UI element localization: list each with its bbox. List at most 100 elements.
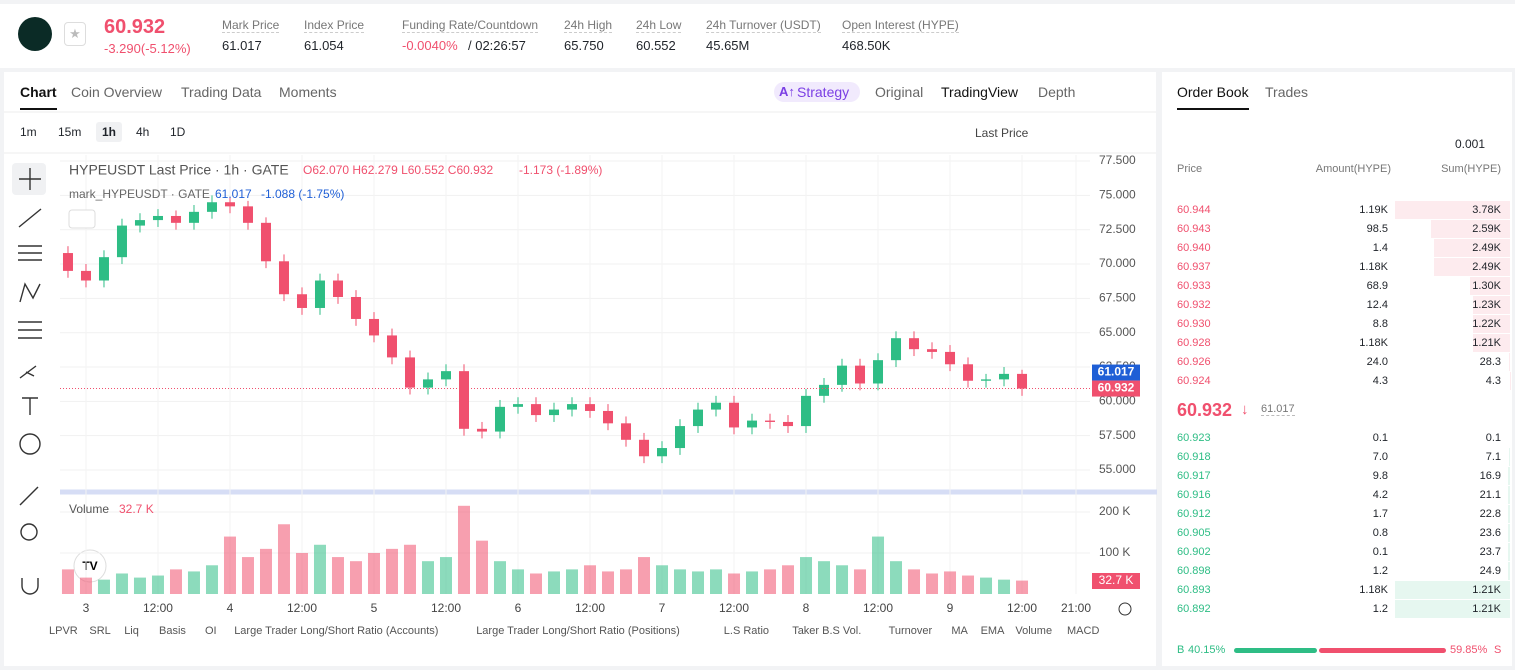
ob-price[interactable]: 60.902 xyxy=(1177,546,1211,558)
volume-bar xyxy=(692,571,705,594)
ob-sum: 2.49K xyxy=(1472,242,1501,254)
ob-price[interactable]: 60.940 xyxy=(1177,242,1211,254)
interval[interactable]: 1D xyxy=(170,125,186,139)
view-option[interactable]: TradingView xyxy=(941,84,1019,100)
indicator[interactable]: Volume xyxy=(1015,625,1053,637)
ob-price[interactable]: 60.943 xyxy=(1177,223,1211,235)
ob-amount: 0.1 xyxy=(1372,432,1388,444)
candle-body xyxy=(891,338,902,361)
volume-bar xyxy=(565,569,578,594)
candle-body xyxy=(729,402,740,428)
interval[interactable]: 4h xyxy=(136,125,150,139)
volume-bar xyxy=(133,577,146,594)
volume-bar xyxy=(385,548,398,594)
ob-amount: 7.0 xyxy=(1372,451,1388,463)
view-option[interactable]: Depth xyxy=(1038,84,1076,100)
stat-label: 24h Turnover (USDT) xyxy=(706,18,821,33)
candle-body xyxy=(98,257,109,281)
ob-price[interactable]: 60.918 xyxy=(1177,451,1211,463)
indicator[interactable]: Taker B.S Vol. xyxy=(792,625,862,637)
ob-price[interactable]: 60.933 xyxy=(1177,280,1211,292)
ob-price[interactable]: 60.924 xyxy=(1177,375,1211,387)
volume-bar xyxy=(980,577,993,594)
indicator[interactable]: EMA xyxy=(980,625,1005,637)
ob-price[interactable]: 60.928 xyxy=(1177,337,1211,349)
candle-body xyxy=(368,318,379,336)
indicator[interactable]: Large Trader Long/Short Ratio (Accounts) xyxy=(234,625,439,637)
indicator[interactable]: Basis xyxy=(159,625,186,637)
candle-body xyxy=(494,406,505,432)
ob-sum: 1.22K xyxy=(1472,318,1501,330)
collapse-button[interactable] xyxy=(68,209,96,229)
volume-bar xyxy=(349,561,362,594)
indicator[interactable]: Large Trader Long/Short Ratio (Positions… xyxy=(476,625,680,637)
view-option[interactable]: Strategy xyxy=(797,84,850,100)
interval[interactable]: 15m xyxy=(58,125,82,139)
volume-bar xyxy=(962,575,975,594)
coin-logo xyxy=(18,17,52,51)
drawing-tools[interactable] xyxy=(18,168,42,595)
indicator[interactable]: L.S Ratio xyxy=(723,625,770,637)
candle-body xyxy=(386,335,397,358)
ob-sum: 1.21K xyxy=(1472,337,1501,349)
ob-price[interactable]: 60.930 xyxy=(1177,318,1211,330)
ob-price[interactable]: 60.905 xyxy=(1177,527,1211,539)
ob-price[interactable]: 60.912 xyxy=(1177,508,1211,520)
stat-label: Open Interest (HYPE) xyxy=(842,18,959,33)
volume-bar xyxy=(944,571,957,594)
y-tick-label: 75.000 xyxy=(1099,188,1136,202)
candle-body xyxy=(206,202,217,212)
ob-price[interactable]: 60.926 xyxy=(1177,356,1211,368)
candle-body xyxy=(224,202,235,207)
price-change: -3.290(-5.12%) xyxy=(104,41,191,56)
stat-value: 65.750 xyxy=(564,38,604,53)
chart-tab[interactable]: Moments xyxy=(279,84,337,100)
interval[interactable]: 1h xyxy=(96,122,123,142)
price-type[interactable]: Last Price xyxy=(975,126,1029,140)
ob-price[interactable]: 60.932 xyxy=(1177,299,1211,311)
ob-price[interactable]: 60.892 xyxy=(1177,603,1211,615)
indicator[interactable]: LPVR xyxy=(49,625,78,637)
ob-sum: 22.8 xyxy=(1479,508,1501,520)
candle-body xyxy=(945,351,956,365)
y-tick-label: 70.000 xyxy=(1099,256,1136,270)
ob-price[interactable]: 60.916 xyxy=(1177,489,1211,501)
ob-amount: 9.8 xyxy=(1372,470,1388,482)
indicator[interactable]: SRL xyxy=(89,625,111,637)
x-tick-label: 5 xyxy=(371,601,378,615)
indicator[interactable]: Turnover xyxy=(888,625,933,637)
ob-price[interactable]: 60.937 xyxy=(1177,261,1211,273)
ob-sum: 2.59K xyxy=(1472,223,1501,235)
ob-price[interactable]: 60.923 xyxy=(1177,432,1211,444)
ob-tab[interactable]: Order Book xyxy=(1177,84,1249,110)
indicator[interactable]: MA xyxy=(951,625,968,637)
volume-bar xyxy=(638,557,651,594)
volume-bar xyxy=(800,557,813,594)
chart-tab[interactable]: Trading Data xyxy=(181,84,262,100)
ob-price[interactable]: 60.898 xyxy=(1177,565,1211,577)
volume-bar xyxy=(836,565,849,594)
ob-tab[interactable]: Trades xyxy=(1265,84,1309,100)
chart-tab[interactable]: Chart xyxy=(20,84,57,110)
x-tick-label: 6 xyxy=(515,601,522,615)
volume-bar xyxy=(439,557,452,594)
precision[interactable]: 0.001 xyxy=(1455,137,1486,151)
candle-body xyxy=(927,349,938,352)
candle-body xyxy=(404,357,415,388)
interval[interactable]: 1m xyxy=(20,125,37,139)
favorite-star[interactable]: ★ xyxy=(64,22,86,46)
ob-price[interactable]: 60.917 xyxy=(1177,470,1211,482)
ob-price[interactable]: 60.893 xyxy=(1177,584,1211,596)
candle-body xyxy=(260,222,271,262)
y-tick-label: 77.500 xyxy=(1099,153,1136,167)
view-option[interactable]: Original xyxy=(875,84,924,100)
stat-label: Mark Price xyxy=(222,18,280,33)
indicator[interactable]: OI xyxy=(205,625,217,637)
indicator[interactable]: Liq xyxy=(124,625,139,637)
candle-body xyxy=(783,421,794,427)
chart-tab[interactable]: Coin Overview xyxy=(71,84,163,100)
ob-price[interactable]: 60.944 xyxy=(1177,204,1211,216)
candle-body xyxy=(1017,373,1028,389)
last-price: 60.932 xyxy=(104,16,166,38)
indicator[interactable]: MACD xyxy=(1067,625,1100,637)
